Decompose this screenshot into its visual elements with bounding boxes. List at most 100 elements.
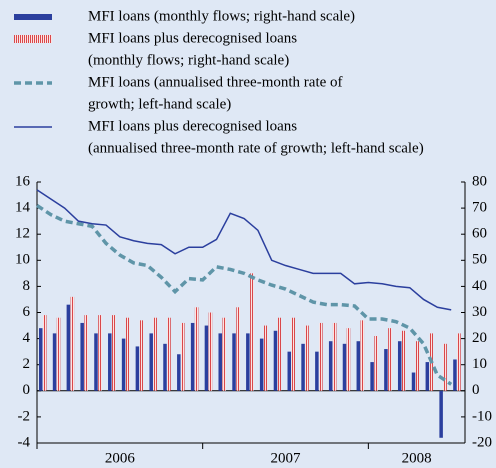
bar: [305, 325, 309, 391]
bar: [287, 351, 292, 391]
bar: [56, 317, 61, 391]
bar: [121, 338, 126, 391]
bar: [374, 335, 378, 391]
bar: [401, 330, 406, 391]
bar: [328, 341, 333, 391]
bar: [291, 317, 296, 391]
bar: [301, 343, 305, 391]
bar: [149, 333, 153, 391]
x-tick-label: 2007: [271, 450, 302, 466]
y-tick-label: 6: [23, 304, 31, 320]
y-tick-label: 0: [23, 382, 31, 398]
bar: [98, 315, 102, 391]
bar: [232, 333, 236, 391]
bar: [222, 317, 226, 391]
bar: [108, 333, 112, 391]
bar: [204, 325, 209, 391]
legend-label: (monthly flows; right-hand scale): [88, 52, 289, 68]
y-tick-label: 16: [15, 173, 31, 189]
y-tick-label: -2: [18, 408, 31, 424]
bar: [388, 328, 392, 391]
bar: [457, 333, 461, 391]
bar: [273, 330, 278, 391]
bar: [315, 351, 319, 391]
bar: [342, 343, 347, 391]
y2-tick-label: -20: [472, 434, 492, 450]
bar: [80, 322, 84, 391]
y2-tick-label: -10: [472, 408, 492, 424]
bar: [167, 317, 171, 391]
legend-label: MFI loans plus derecognised loans: [88, 118, 297, 134]
bar: [125, 317, 130, 391]
bar: [70, 296, 75, 391]
legend-label: MFI loans (annualised three-month rate o…: [88, 74, 343, 90]
bar: [177, 354, 181, 391]
bar: [52, 333, 57, 391]
x-tick-label: 2006: [105, 450, 136, 466]
bar: [411, 372, 416, 391]
y-tick-label: 4: [23, 330, 31, 346]
bar: [39, 328, 43, 391]
bar: [246, 333, 250, 391]
y-tick-label: 2: [23, 356, 31, 372]
legend-swatch: [14, 35, 52, 43]
bar: [112, 315, 116, 391]
bar: [94, 333, 98, 391]
legend-label: (annualised three-month rate of growth; …: [88, 140, 424, 156]
bar: [259, 338, 264, 391]
bar: [139, 320, 144, 391]
y-tick-label: 8: [23, 278, 31, 294]
bar: [332, 322, 337, 391]
bar: [319, 322, 323, 391]
bar: [384, 349, 388, 391]
y2-tick-label: 10: [472, 356, 487, 372]
bar: [153, 317, 157, 391]
bar: [250, 273, 254, 391]
legend-label: growth; left-hand scale): [88, 96, 231, 112]
y2-tick-label: 30: [472, 304, 487, 320]
line: [36, 204, 453, 386]
line: [36, 189, 452, 311]
bar: [218, 333, 222, 391]
bar: [236, 307, 240, 391]
bar: [66, 304, 71, 391]
legend-swatch: [14, 14, 52, 20]
bar: [84, 315, 88, 391]
bar: [346, 328, 351, 391]
legend-label: MFI loans (monthly flows; right-hand sca…: [88, 8, 355, 24]
bar: [181, 322, 185, 391]
bar: [439, 390, 443, 438]
bar: [135, 346, 140, 391]
x-tick-label: 2008: [402, 450, 432, 466]
y-tick-label: 10: [15, 252, 30, 268]
y2-tick-label: 20: [472, 330, 487, 346]
bar: [43, 315, 47, 391]
y-tick-label: 14: [15, 200, 31, 216]
bar: [356, 341, 361, 391]
bar: [425, 362, 430, 391]
legend-label: MFI loans plus derecognised loans: [88, 30, 297, 46]
bar: [208, 312, 213, 391]
bar: [163, 343, 167, 391]
y2-tick-label: 60: [472, 226, 487, 242]
y2-tick-label: 0: [472, 382, 480, 398]
bar: [415, 341, 420, 391]
y2-tick-label: 50: [472, 252, 487, 268]
bar: [443, 343, 447, 391]
bar: [263, 325, 268, 391]
y-tick-label: -4: [18, 434, 31, 450]
y2-tick-label: 40: [472, 278, 487, 294]
bar: [190, 322, 195, 391]
bar: [453, 359, 457, 391]
bar: [360, 320, 365, 391]
bar: [194, 307, 199, 391]
bar: [370, 362, 374, 391]
y-tick-label: 12: [15, 226, 30, 242]
bar: [277, 317, 282, 391]
bar: [397, 341, 402, 391]
y2-tick-label: 70: [472, 200, 487, 216]
y2-tick-label: 80: [472, 173, 487, 189]
